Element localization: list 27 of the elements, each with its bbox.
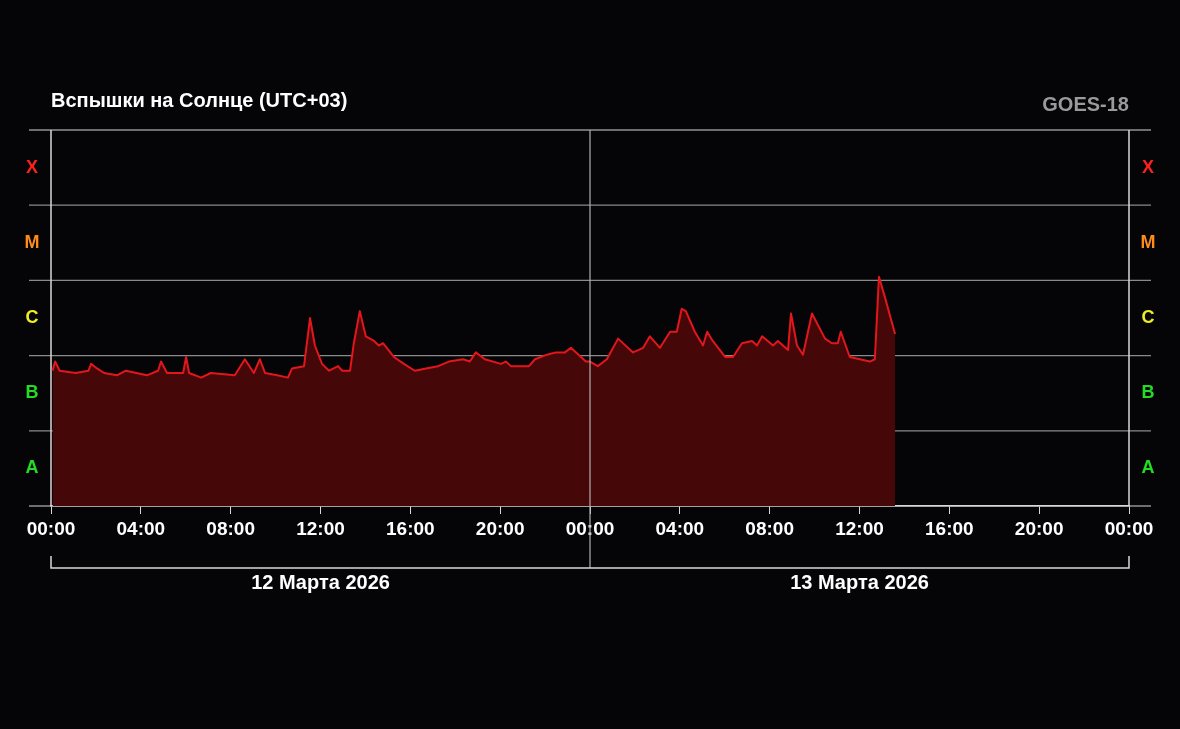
x-tick-label: 16:00 — [386, 517, 435, 539]
x-tick-label: 16:00 — [925, 517, 974, 539]
x-tick-label: 00:00 — [1104, 517, 1154, 539]
text: 13 Марта 2026 — [790, 571, 929, 593]
x-tick-label: 00:00 — [26, 517, 76, 539]
text: X — [1141, 156, 1155, 177]
text: A — [1141, 457, 1155, 478]
text: C — [25, 306, 39, 327]
text: 12 Марта 2026 — [251, 571, 390, 593]
x-tick-label: 04:00 — [116, 517, 166, 539]
text: M — [24, 231, 40, 252]
x-tick-label: 12:00 — [835, 517, 884, 539]
x-tick-label: 12:00 — [296, 517, 345, 539]
x-tick-label: 08:00 — [745, 517, 794, 539]
text: X — [25, 156, 39, 177]
x-tick-label: 20:00 — [475, 517, 525, 539]
x-tick-label: 08:00 — [206, 517, 255, 539]
x-tick-label: 04:00 — [655, 517, 705, 539]
text: C — [1141, 306, 1155, 327]
text: A — [25, 457, 39, 478]
x-tick-label: 20:00 — [1014, 517, 1064, 539]
x-tick-label: 00:00 — [565, 517, 615, 539]
chart-title: Вспышки на Солнце (UTC+03) — [51, 89, 348, 111]
text: M — [1140, 231, 1156, 252]
text: B — [1141, 382, 1155, 403]
text: B — [25, 382, 39, 403]
text: GOES-18 — [1042, 93, 1129, 115]
